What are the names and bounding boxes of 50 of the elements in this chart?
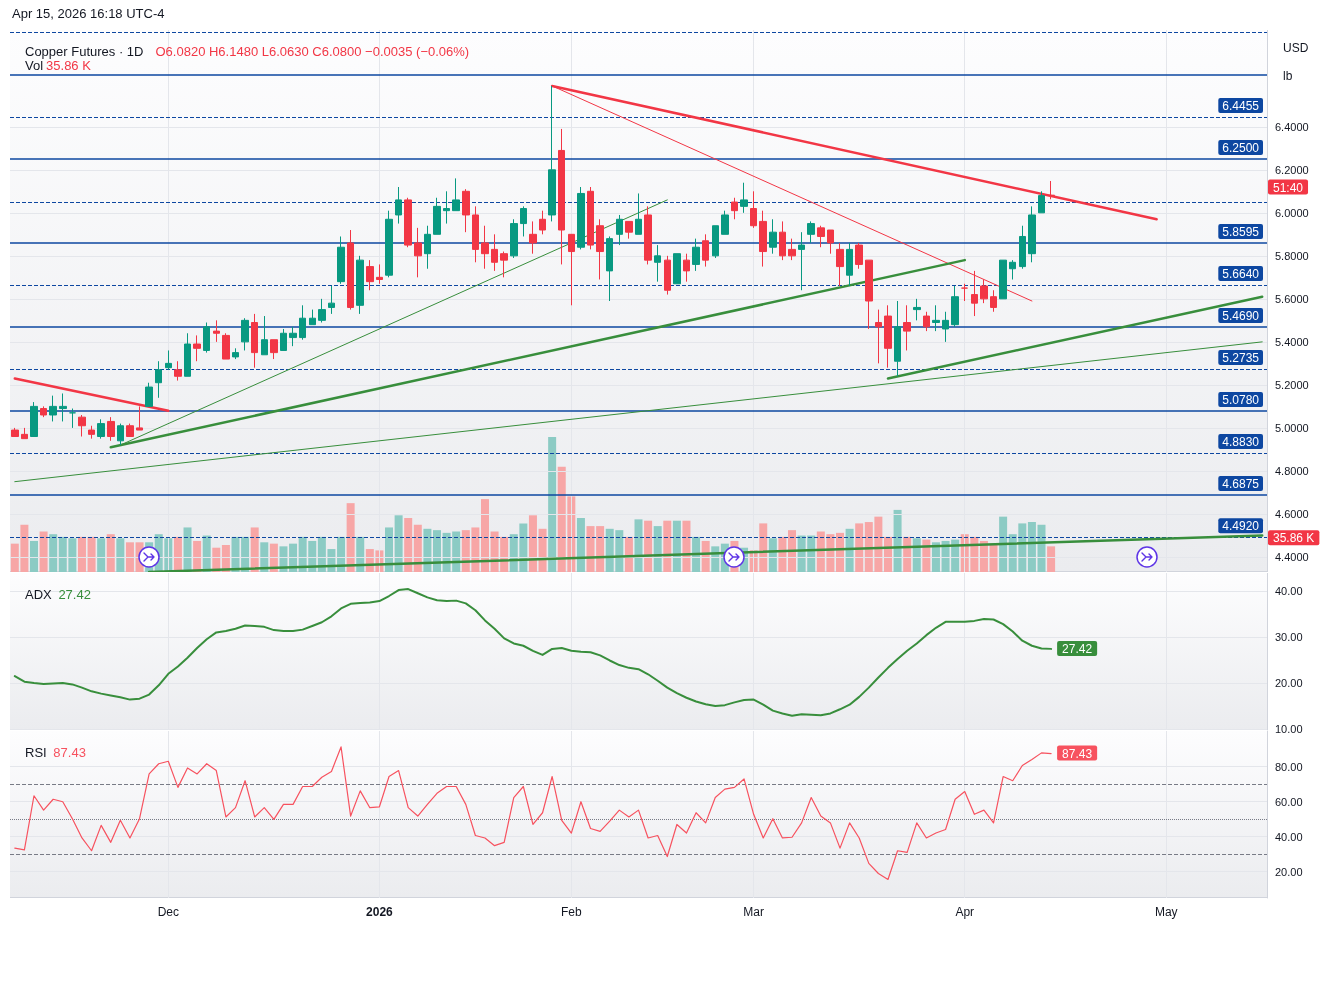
text: 87.43 <box>53 745 86 760</box>
x-tick-label: Apr <box>955 905 975 919</box>
y-tick-label: 4.4000 <box>1275 550 1309 563</box>
text: 35.86 K <box>1273 531 1315 546</box>
y-tick-label: 5.8000 <box>1275 249 1309 262</box>
annotation: 35.86 K <box>46 58 92 73</box>
data-label: 87.43 <box>1062 746 1093 761</box>
y-tick-label: 60.00 <box>1275 795 1303 808</box>
ref-line-label: 4.4920 <box>1222 519 1260 534</box>
y-tick-label: 80.00 <box>1275 760 1303 773</box>
x-tick-label: Dec <box>157 905 179 919</box>
y-tick-label: 5.4000 <box>1275 335 1309 348</box>
y-tick-label: 20.00 <box>1275 677 1303 690</box>
y-tick-label: 4.6000 <box>1275 507 1309 520</box>
data-label: 27.42 <box>1062 641 1093 656</box>
ref-line-label: 4.6875 <box>1222 477 1260 492</box>
ref-line-label: 5.8595 <box>1222 225 1260 240</box>
y-tick-label: 6.4000 <box>1275 120 1309 133</box>
y-tick-label: 40.00 <box>1275 584 1303 597</box>
x-tick-label: 2026 <box>366 905 394 919</box>
y-tick-label: 6.0000 <box>1275 206 1309 219</box>
ref-line-label: 6.2500 <box>1222 141 1260 156</box>
y-tick-label: 4.8000 <box>1275 464 1309 477</box>
ref-line-label: 5.4690 <box>1222 309 1260 324</box>
text: Copper Futures · 1D <box>25 44 144 59</box>
text: 51:40 <box>1273 180 1304 195</box>
x-tick-label: May <box>1154 905 1178 919</box>
ref-line-label: 5.6640 <box>1222 267 1260 282</box>
y-tick-label: 30.00 <box>1275 631 1303 643</box>
y-tick-label: 20.00 <box>1275 865 1303 878</box>
y-tick-label: 5.6000 <box>1275 292 1309 305</box>
text: RSI <box>25 745 47 760</box>
x-tick-label: Mar <box>743 905 764 919</box>
x-tick-label: Feb <box>560 905 582 919</box>
ref-line-label: 5.2735 <box>1222 351 1260 366</box>
ref-line-label: 6.4455 <box>1222 99 1260 113</box>
y-tick-label: 40.00 <box>1275 830 1303 843</box>
ref-line-label: 5.0780 <box>1222 393 1260 408</box>
y-tick-label: 5.2000 <box>1275 378 1309 391</box>
y-tick-label: 6.2000 <box>1275 163 1309 176</box>
y-tick-label: 10.00 <box>1275 723 1303 736</box>
ref-line-label: 4.8830 <box>1222 435 1260 450</box>
text: 27.42 <box>58 587 91 602</box>
y-tick-label: 5.0000 <box>1275 421 1309 434</box>
text: Apr 15, 2026 16:18 UTC-4 <box>12 6 165 21</box>
text: Vol <box>25 58 44 73</box>
text: O6.0820 H6.1480 L6.0630 C6.0800 −0.0035 (−0.06%) <box>155 44 470 59</box>
text: USD <box>1283 41 1309 55</box>
text: lb <box>1283 69 1293 83</box>
text: ADX <box>25 587 53 602</box>
